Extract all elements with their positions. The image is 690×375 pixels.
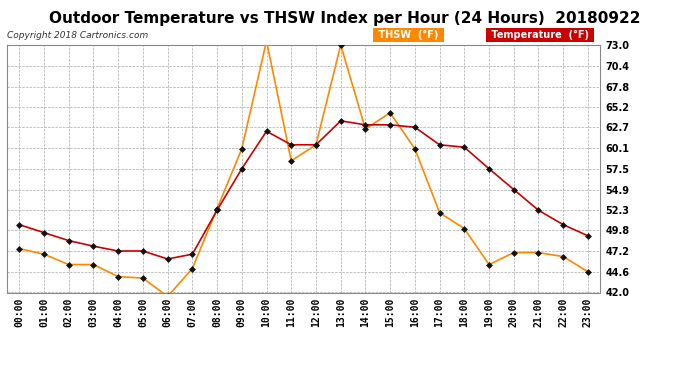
Text: Temperature  (°F): Temperature (°F) xyxy=(488,30,592,40)
Text: Outdoor Temperature vs THSW Index per Hour (24 Hours)  20180922: Outdoor Temperature vs THSW Index per Ho… xyxy=(49,11,641,26)
Text: Copyright 2018 Cartronics.com: Copyright 2018 Cartronics.com xyxy=(7,31,148,40)
Text: THSW  (°F): THSW (°F) xyxy=(375,30,442,40)
